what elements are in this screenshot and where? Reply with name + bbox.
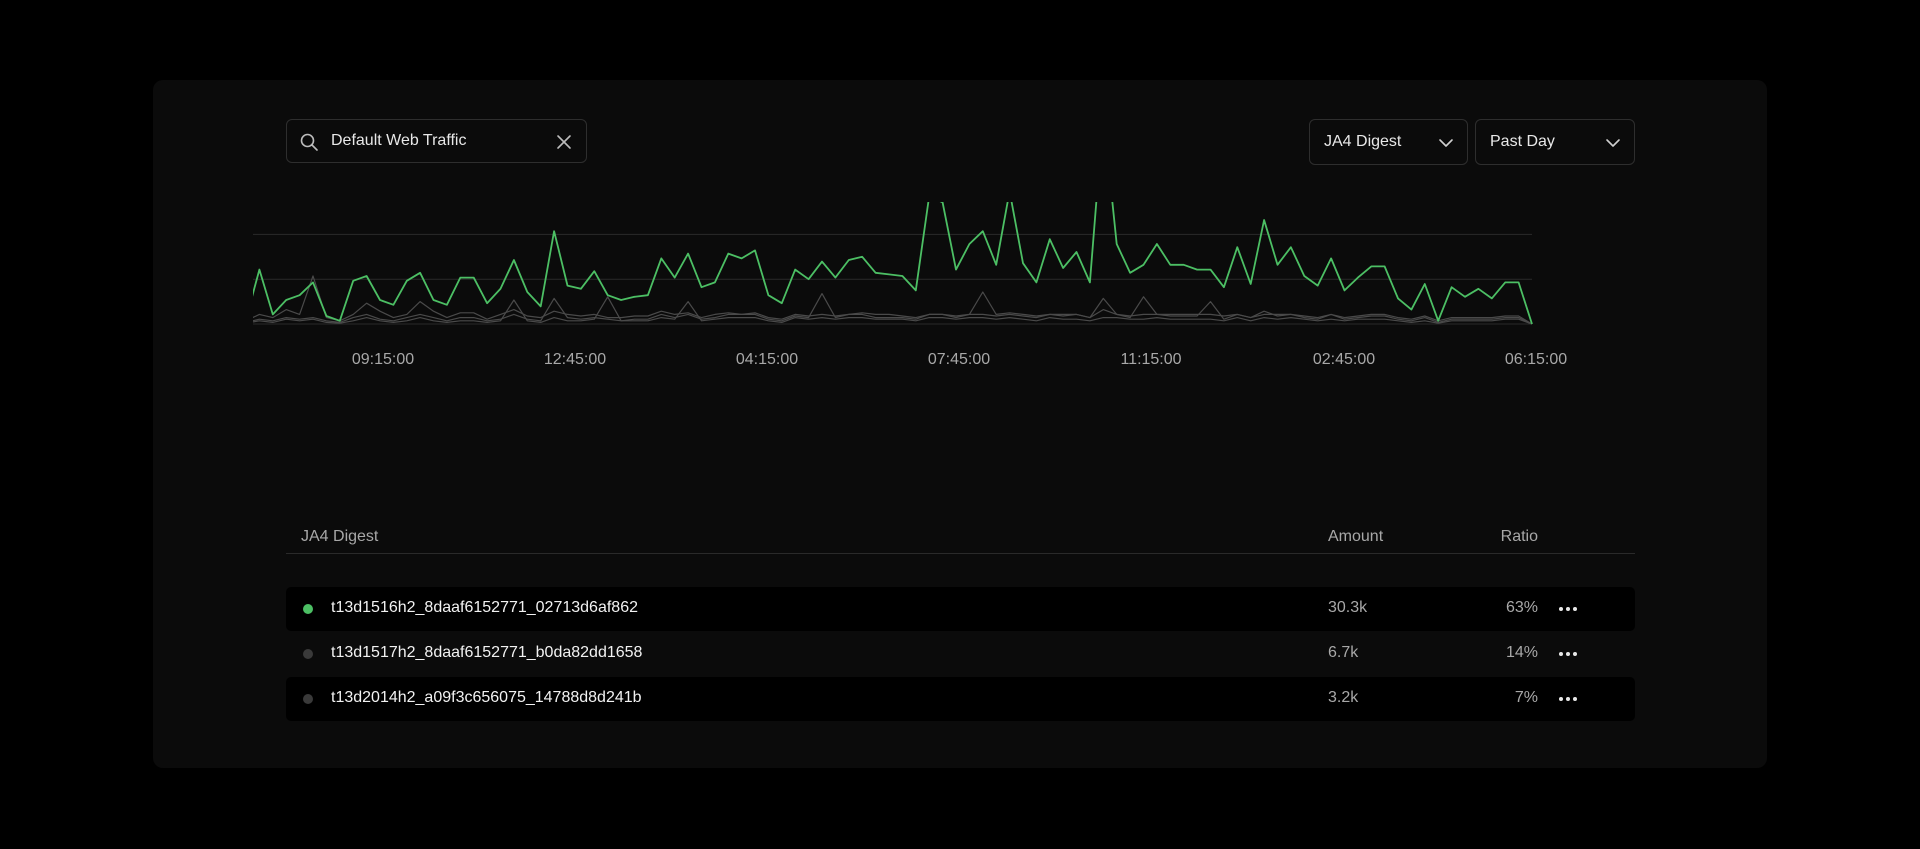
clear-search-icon[interactable] <box>554 132 574 152</box>
series-line-muted <box>253 292 1533 325</box>
column-header-amount: Amount <box>1328 528 1384 545</box>
ratio-value: 7% <box>1514 689 1538 706</box>
ratio-value: 14% <box>1505 644 1538 661</box>
chevron-down-icon <box>1606 139 1620 147</box>
x-tick-label: 09:15:00 <box>352 351 414 368</box>
x-tick-label: 07:45:00 <box>928 351 990 368</box>
chevron-down-icon <box>1439 139 1453 147</box>
amount-value: 30.3k <box>1328 599 1368 616</box>
time-range-label: Past Day <box>1490 133 1555 150</box>
series-line-muted <box>253 296 1533 325</box>
traffic-line-chart: 1.4k1.1k8405602800k09:15:0012:45:0004:15… <box>253 202 1567 368</box>
amount-value: 3.2k <box>1328 689 1359 706</box>
table-header: JA4 Digest Amount Ratio <box>286 528 1635 554</box>
table-row[interactable]: t13d1516h2_8daaf6152771_02713d6af862 30.… <box>286 587 1635 631</box>
search-input[interactable] <box>331 120 541 162</box>
series-color-dot <box>303 649 313 659</box>
column-header-digest: JA4 Digest <box>301 528 379 545</box>
table-row[interactable]: t13d2014h2_a09f3c656075_14788d8d241b 3.2… <box>286 677 1635 721</box>
digest-value: t13d2014h2_a09f3c656075_14788d8d241b <box>331 689 642 706</box>
x-tick-label: 06:15:00 <box>1505 351 1567 368</box>
x-tick-label: 11:15:00 <box>1120 351 1181 368</box>
time-range-select[interactable]: Past Day <box>1475 119 1635 165</box>
x-tick-label: 12:45:00 <box>544 351 606 368</box>
digest-value: t13d1516h2_8daaf6152771_02713d6af862 <box>331 599 638 616</box>
ratio-value: 63% <box>1505 599 1538 616</box>
series-line-muted <box>253 275 1533 325</box>
search-icon <box>300 133 318 151</box>
group-by-label: JA4 Digest <box>1324 133 1402 150</box>
digest-value: t13d1517h2_8daaf6152771_b0da82dd1658 <box>331 644 643 661</box>
more-options-icon[interactable] <box>1556 642 1580 666</box>
series-line-primary <box>253 202 1533 325</box>
table-row[interactable]: t13d1517h2_8daaf6152771_b0da82dd1658 6.7… <box>286 632 1635 676</box>
series-color-dot <box>303 604 313 614</box>
more-options-icon[interactable] <box>1556 597 1580 621</box>
search-box[interactable] <box>286 119 587 163</box>
series-color-dot <box>303 694 313 704</box>
amount-value: 6.7k <box>1328 644 1359 661</box>
more-options-icon[interactable] <box>1556 687 1580 711</box>
x-tick-label: 04:15:00 <box>736 351 798 368</box>
traffic-panel: JA4 Digest Past Day 1.4k1.1k8405602800k0… <box>153 80 1767 768</box>
x-tick-label: 02:45:00 <box>1313 351 1375 368</box>
group-by-select[interactable]: JA4 Digest <box>1309 119 1468 165</box>
column-header-ratio: Ratio <box>1500 528 1538 545</box>
